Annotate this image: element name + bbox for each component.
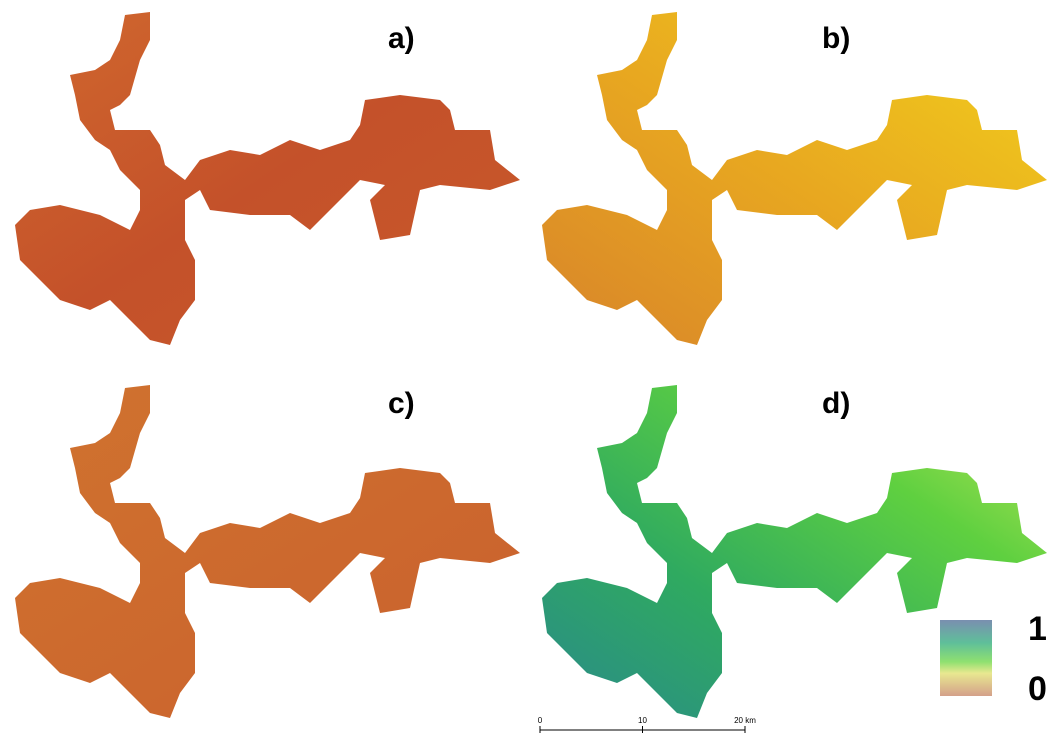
scale-tick-label: 20 km (734, 716, 756, 725)
panel-label: a) (388, 22, 415, 55)
panel-label: d) (822, 387, 850, 420)
scale-tick-label: 0 (538, 716, 543, 725)
region-map (15, 12, 520, 345)
panel-c: c) (15, 385, 520, 718)
legend-min: 0 (1028, 670, 1047, 708)
region-map (15, 385, 520, 718)
legend: 1 0 (940, 610, 1047, 708)
panel-b: b) (542, 12, 1047, 345)
figure: a) b) c) d) 1 0 01020 km (0, 0, 1062, 735)
scale-tick-label: 10 (638, 716, 647, 725)
panel-label: c) (388, 387, 415, 420)
region-map (542, 12, 1047, 345)
legend-max: 1 (1028, 610, 1047, 648)
legend-ramp (940, 620, 992, 696)
panel-a: a) (15, 12, 520, 345)
scale-bar: 0 10 20 km (538, 716, 756, 733)
panel-label: b) (822, 22, 850, 55)
